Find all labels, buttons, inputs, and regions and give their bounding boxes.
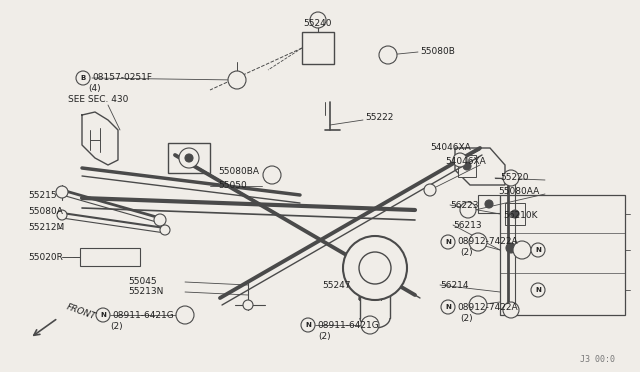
Text: N: N (100, 312, 106, 318)
Circle shape (154, 214, 166, 226)
Circle shape (160, 225, 170, 235)
Bar (168, 143, 210, 173)
Circle shape (96, 308, 110, 322)
Bar (505, 203, 525, 225)
Text: 55080B: 55080B (420, 48, 455, 57)
Text: N: N (535, 247, 541, 253)
Text: N: N (535, 287, 541, 293)
Text: 55215: 55215 (28, 190, 56, 199)
Text: 55222: 55222 (365, 113, 394, 122)
Circle shape (267, 170, 277, 180)
Circle shape (473, 300, 483, 310)
Circle shape (343, 236, 407, 300)
Text: FRONT: FRONT (65, 302, 97, 321)
Bar (80, 248, 140, 266)
Circle shape (506, 243, 516, 253)
Text: (2): (2) (318, 333, 331, 341)
Text: 08911-6421G: 08911-6421G (317, 321, 379, 330)
Circle shape (361, 316, 379, 334)
Text: (2): (2) (460, 247, 472, 257)
Text: 55080BA: 55080BA (218, 167, 259, 176)
Bar (302, 32, 334, 64)
Circle shape (379, 46, 397, 64)
Text: N: N (305, 322, 311, 328)
Text: 08912-7422A: 08912-7422A (457, 237, 518, 247)
Circle shape (503, 170, 519, 186)
Circle shape (531, 283, 545, 297)
Text: N: N (445, 304, 451, 310)
Text: 55080A: 55080A (28, 208, 63, 217)
Circle shape (56, 186, 68, 198)
Circle shape (441, 300, 455, 314)
Circle shape (365, 320, 375, 330)
Circle shape (473, 237, 483, 247)
Text: 55050: 55050 (218, 182, 247, 190)
Text: (2): (2) (110, 321, 123, 330)
Text: 55220: 55220 (500, 173, 529, 183)
Circle shape (76, 71, 90, 85)
Text: 56210K: 56210K (503, 211, 538, 219)
Bar (458, 155, 476, 177)
Text: 55020R: 55020R (28, 253, 63, 262)
Text: 55213N: 55213N (128, 288, 163, 296)
Circle shape (463, 205, 473, 215)
Circle shape (485, 200, 493, 208)
Circle shape (513, 241, 531, 259)
Circle shape (176, 306, 194, 324)
Text: 55045: 55045 (128, 278, 157, 286)
Circle shape (185, 154, 193, 162)
Text: B: B (81, 75, 86, 81)
Text: 55247: 55247 (322, 280, 351, 289)
Text: 54046XA: 54046XA (445, 157, 486, 167)
Text: 56214: 56214 (440, 280, 468, 289)
Circle shape (57, 210, 67, 220)
Text: 54046XA: 54046XA (430, 144, 471, 153)
Circle shape (310, 12, 326, 28)
Circle shape (469, 296, 487, 314)
Circle shape (516, 244, 528, 256)
Circle shape (359, 252, 391, 284)
Text: 56223: 56223 (450, 201, 479, 209)
Circle shape (301, 318, 315, 332)
Text: (4): (4) (88, 84, 100, 93)
Circle shape (243, 300, 253, 310)
Circle shape (531, 243, 545, 257)
Text: 08157-0251F: 08157-0251F (92, 74, 152, 83)
Circle shape (383, 50, 393, 60)
Text: J3 00:0: J3 00:0 (580, 356, 615, 365)
Text: 08912-7422A: 08912-7422A (457, 302, 518, 311)
Circle shape (503, 302, 519, 318)
Text: 08911-6421G: 08911-6421G (112, 311, 173, 320)
Circle shape (469, 233, 487, 251)
Bar (500, 195, 625, 315)
Circle shape (180, 310, 190, 320)
Text: 55080AA: 55080AA (498, 187, 540, 196)
Circle shape (232, 75, 242, 85)
Circle shape (453, 153, 467, 167)
Text: 55212M: 55212M (28, 224, 64, 232)
Text: N: N (445, 239, 451, 245)
Text: (2): (2) (460, 314, 472, 323)
Circle shape (460, 202, 476, 218)
Circle shape (511, 210, 519, 218)
Text: 55240: 55240 (304, 19, 332, 29)
Bar (478, 195, 500, 213)
Circle shape (313, 15, 323, 25)
Circle shape (441, 235, 455, 249)
Circle shape (228, 71, 246, 89)
Circle shape (179, 148, 199, 168)
Text: 56213: 56213 (453, 221, 482, 230)
Circle shape (463, 162, 471, 170)
Circle shape (263, 166, 281, 184)
Circle shape (424, 184, 436, 196)
Polygon shape (455, 148, 505, 185)
Text: SEE SEC. 430: SEE SEC. 430 (68, 96, 129, 105)
